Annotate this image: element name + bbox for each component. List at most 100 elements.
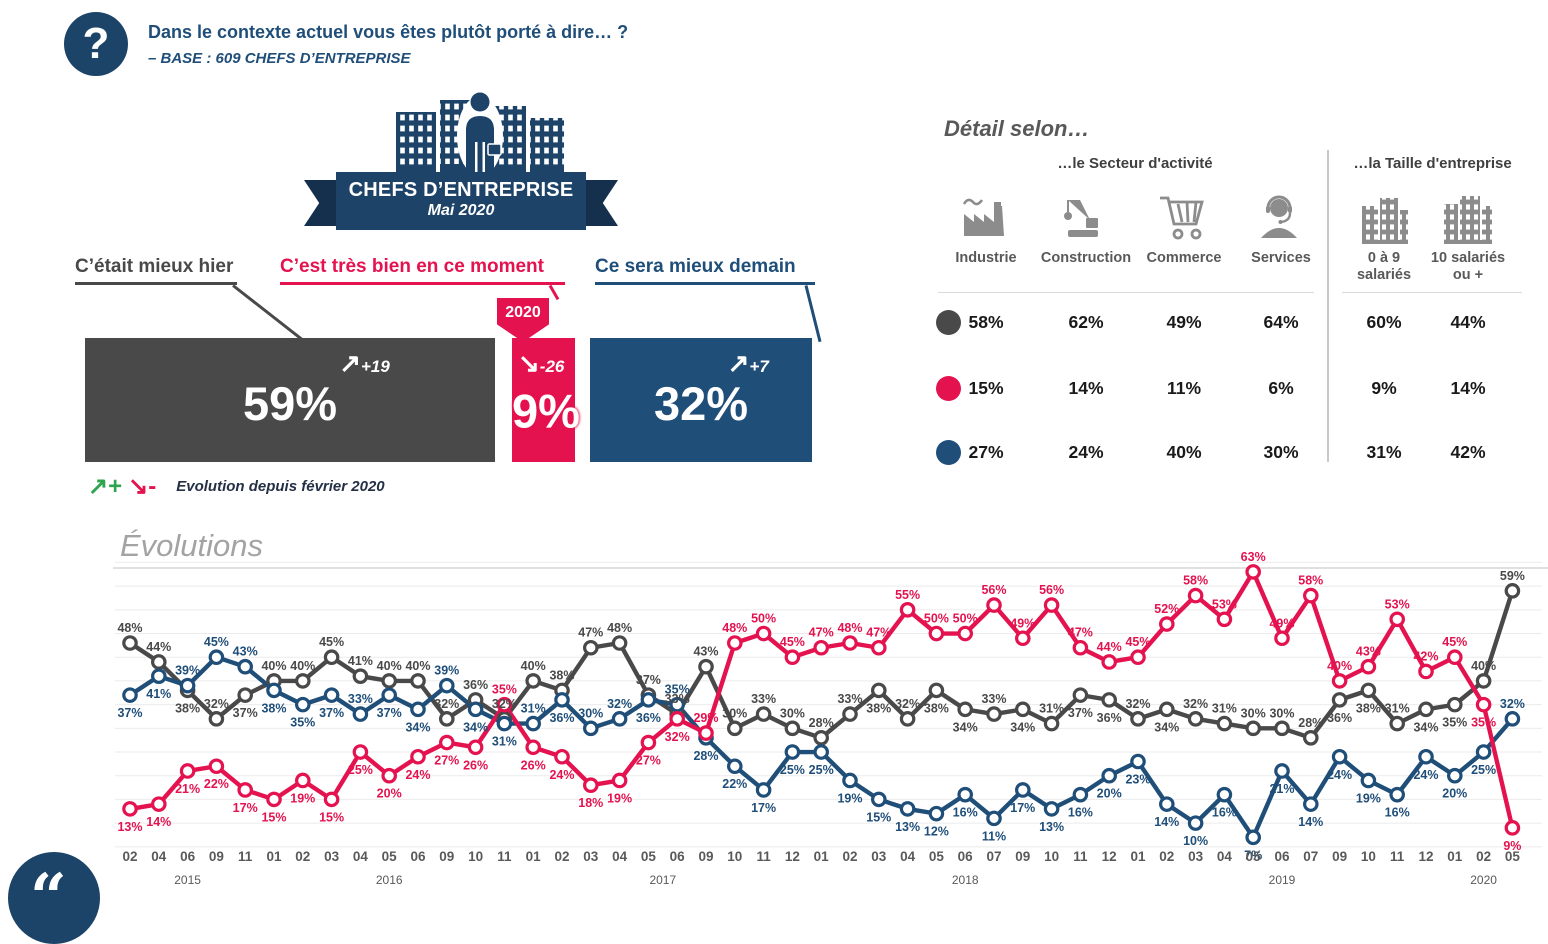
chart-point-label: 34% [463, 720, 488, 734]
chart-point [151, 796, 167, 812]
x-axis-month: 06 [410, 849, 426, 864]
chart-point [870, 682, 887, 699]
detail-value: 44% [1450, 312, 1486, 332]
chart-point [1418, 663, 1434, 680]
chart-point [813, 639, 829, 656]
banner-subtitle: Mai 2020 [427, 202, 495, 219]
chart-point-label: 19% [1356, 791, 1381, 805]
evolution-legend: ↗+ ↘- Evolution depuis février 2020 [88, 472, 385, 501]
chart-point [179, 763, 196, 779]
detail-column-label: Construction [1040, 250, 1132, 266]
chart-point-label: 45% [1125, 635, 1150, 649]
down-arrow-icon: ↘ [518, 348, 540, 378]
label-connector [232, 284, 305, 343]
chart-point-label: 15% [319, 810, 344, 824]
chart-point [1360, 682, 1377, 699]
chart-point [1274, 720, 1290, 737]
chart-point [122, 635, 138, 651]
chart-point [352, 668, 369, 684]
small-buildings-icon [1356, 192, 1412, 253]
x-axis-month: 11 [756, 849, 771, 864]
chart-point [294, 772, 311, 789]
chart-point [554, 692, 570, 708]
chart-point [1504, 583, 1521, 599]
chart-point [784, 744, 801, 760]
buildings-businessman-icon [380, 90, 580, 181]
chart-point [1360, 772, 1377, 789]
chart-point-label: 13% [1039, 820, 1064, 834]
chart-point-label: 16% [1212, 806, 1237, 820]
chart-point-label: 50% [924, 612, 949, 626]
x-axis-year: 2017 [649, 873, 676, 887]
chart-point-label: 38% [1356, 701, 1381, 715]
chart-point [438, 734, 455, 751]
detail-value: 14% [1450, 378, 1486, 398]
chart-point-label: 47% [1068, 626, 1093, 640]
chart-point [1274, 763, 1290, 779]
x-axis-month: 04 [151, 849, 167, 864]
chart-point [1331, 692, 1348, 708]
chart-point [1014, 630, 1031, 647]
chart-point-label: 48% [837, 621, 862, 635]
chart-point [496, 696, 513, 713]
chart-point-label: 47% [578, 626, 603, 640]
chart-point-label: 14% [146, 815, 171, 829]
chart-point [582, 639, 599, 656]
chart-point-label: 23% [1125, 773, 1150, 787]
detail-column-label: Services [1251, 250, 1311, 266]
chart-point-label: 33% [348, 692, 373, 706]
row-separator [1342, 292, 1522, 293]
detail-value: 6% [1268, 378, 1294, 398]
x-axis-month: 07 [986, 849, 1001, 864]
chart-point [842, 772, 858, 789]
detail-value: 49% [1166, 312, 1202, 332]
x-axis-month: 12 [1102, 849, 1117, 864]
banner-title: CHEFS D’ENTREPRISE [348, 179, 574, 201]
chart-point-label: 48% [117, 621, 142, 635]
chart-point [1418, 748, 1434, 765]
chart-point-label: 25% [348, 763, 373, 777]
chart-point [726, 758, 743, 775]
chart-point-label: 13% [117, 820, 142, 834]
chart-point [467, 739, 484, 756]
chart-point [237, 658, 253, 675]
x-axis-month: 07 [1303, 849, 1318, 864]
x-axis-month: 06 [958, 849, 974, 864]
chart-point [410, 701, 426, 718]
chart-point-label: 10% [1183, 834, 1208, 848]
chart-point-label: 26% [463, 758, 488, 772]
up-arrow-icon: ↗ [727, 348, 750, 378]
chart-point [1447, 649, 1463, 666]
x-axis-month: 11 [497, 849, 512, 864]
chart-point [1187, 815, 1204, 831]
chart-point-label: 13% [895, 820, 920, 834]
chart-point-label: 47% [866, 626, 891, 640]
chart-point-label: 38% [175, 701, 200, 715]
chart-point [266, 682, 282, 699]
chart-point [1389, 611, 1405, 628]
chart-point-label: 53% [1385, 597, 1410, 611]
chart-point-label: 21% [175, 782, 200, 796]
chart-point [525, 739, 541, 756]
x-axis-year: 2020 [1470, 873, 1497, 887]
chart-point [151, 654, 167, 670]
bar-2: ↗+7 32% [590, 338, 812, 462]
chart-point-label: 34% [405, 720, 430, 734]
chart-point-label: 38% [261, 701, 286, 715]
chart-point [438, 711, 455, 727]
chart-point-label: 45% [780, 635, 805, 649]
chart-point-label: 30% [722, 706, 747, 720]
chart-point-label: 27% [434, 754, 459, 768]
series-dot [936, 310, 961, 335]
chart-point-label: 19% [290, 791, 315, 805]
chart-point [237, 782, 253, 798]
x-axis-month: 01 [1447, 849, 1463, 864]
chart-point-label: 40% [377, 659, 402, 673]
chart-point [611, 635, 628, 651]
chart-point-label: 28% [809, 716, 834, 730]
quote-icon: “ [8, 852, 100, 944]
chart-point-label: 24% [1413, 768, 1438, 782]
chart-point [208, 711, 225, 727]
x-axis-month: 06 [670, 849, 686, 864]
chart-point [582, 777, 599, 793]
